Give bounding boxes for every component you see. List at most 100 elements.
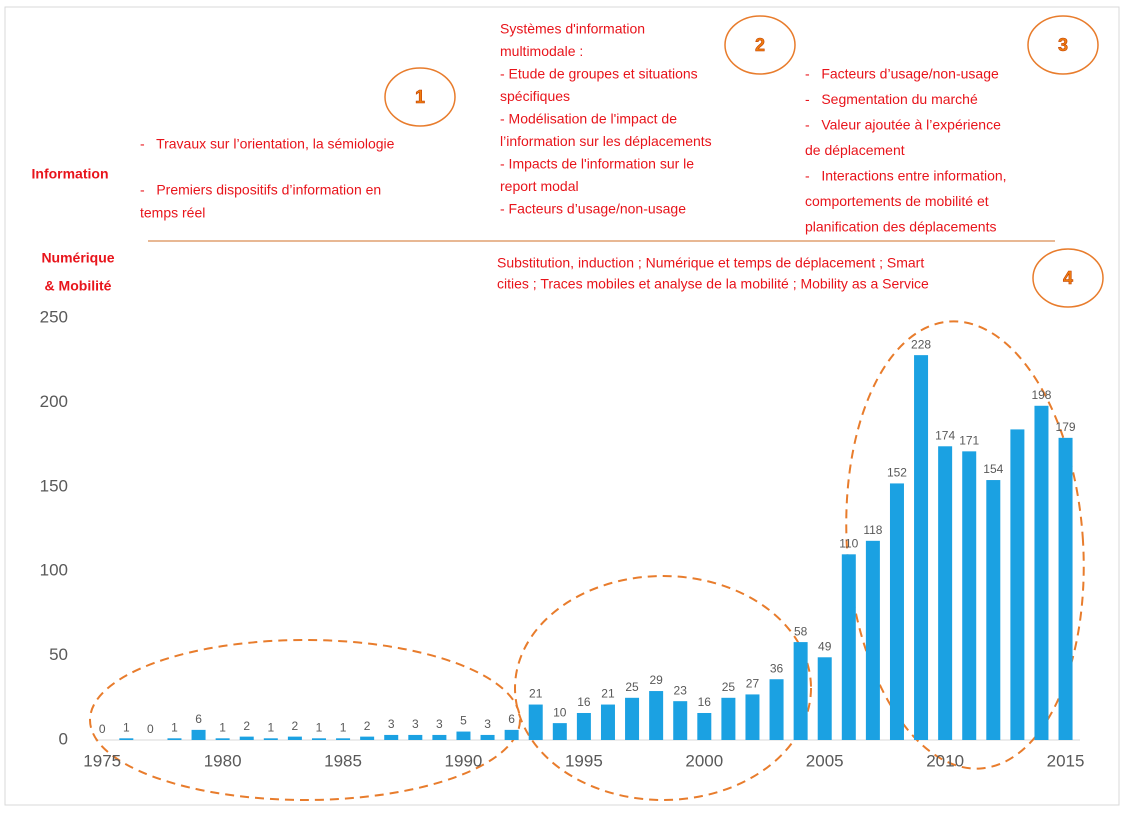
x-tick-label: 1995 bbox=[565, 751, 603, 770]
annotation-line: planification des déplacements bbox=[805, 219, 996, 235]
bar bbox=[456, 731, 471, 740]
bar bbox=[793, 642, 808, 740]
value-label: 3 bbox=[436, 717, 443, 731]
y-tick-label: 200 bbox=[40, 392, 68, 411]
bar bbox=[962, 451, 977, 740]
period-ellipse bbox=[514, 575, 812, 801]
annotation-line: - Travaux sur l’orientation, la sémiolog… bbox=[140, 136, 395, 152]
period-ellipse bbox=[89, 639, 521, 801]
annotation-line: temps réel bbox=[140, 205, 205, 221]
value-label: 6 bbox=[195, 712, 202, 726]
y-tick-label: 50 bbox=[49, 645, 68, 664]
value-label: 16 bbox=[577, 695, 591, 709]
value-label: 2 bbox=[364, 719, 371, 733]
frame bbox=[4, 6, 1120, 806]
value-label: 25 bbox=[625, 680, 639, 694]
bar bbox=[408, 734, 423, 740]
bar bbox=[841, 554, 856, 740]
value-label: 49 bbox=[818, 639, 832, 653]
value-label: 27 bbox=[746, 677, 760, 691]
bar bbox=[673, 701, 688, 740]
annotation-line: comportements de mobilité et bbox=[805, 193, 989, 209]
x-tick-label: 1980 bbox=[204, 751, 242, 770]
annotation-line: - Valeur ajoutée à l’expérience bbox=[805, 117, 1001, 133]
bar bbox=[287, 736, 302, 740]
annotation-line: Systèmes d'information bbox=[500, 21, 645, 37]
annotation-line: - Segmentation du marché bbox=[805, 91, 978, 107]
value-label: 152 bbox=[887, 466, 907, 480]
annotation-line: report modal bbox=[500, 178, 579, 194]
bar bbox=[865, 540, 880, 740]
annotation-line: l’information sur les déplacements bbox=[500, 133, 712, 149]
bar bbox=[311, 738, 326, 740]
bar bbox=[817, 657, 832, 740]
bar bbox=[769, 679, 784, 740]
bar bbox=[528, 704, 543, 740]
value-label: 171 bbox=[959, 434, 979, 448]
value-label: 6 bbox=[508, 712, 515, 726]
annotation-line: de déplacement bbox=[805, 142, 905, 158]
bar bbox=[914, 355, 929, 740]
bar bbox=[504, 729, 519, 740]
annotation-line: spécifiques bbox=[500, 88, 570, 104]
value-label: 2 bbox=[292, 719, 299, 733]
bar bbox=[1010, 429, 1025, 740]
value-label: 198 bbox=[1031, 388, 1051, 402]
value-label: 174 bbox=[935, 428, 955, 442]
bar bbox=[384, 734, 399, 740]
bar bbox=[360, 736, 375, 740]
annotation-line: - Facteurs d’usage/non-usage bbox=[500, 201, 686, 217]
annotation-line: multimodale : bbox=[500, 43, 583, 59]
x-tick-label: 2010 bbox=[926, 751, 964, 770]
bar bbox=[552, 723, 567, 740]
value-label: 29 bbox=[649, 673, 663, 687]
annotation-line: - Facteurs d’usage/non-usage bbox=[805, 66, 999, 82]
y-tick-label: 150 bbox=[40, 476, 68, 495]
bar bbox=[239, 736, 254, 740]
bar bbox=[215, 738, 230, 740]
value-label: 2 bbox=[243, 719, 250, 733]
row-label: Information bbox=[32, 166, 109, 182]
period-number: 4 bbox=[1063, 268, 1073, 288]
value-label: 1 bbox=[171, 720, 178, 734]
annotation-line: Substitution, induction ; Numérique et t… bbox=[497, 255, 924, 271]
value-label: 118 bbox=[863, 523, 882, 537]
period-badge bbox=[724, 15, 796, 75]
value-label: 58 bbox=[794, 624, 808, 638]
x-tick-label: 1990 bbox=[445, 751, 483, 770]
value-label: 179 bbox=[1056, 420, 1076, 434]
x-tick-label: 1985 bbox=[324, 751, 362, 770]
y-tick-label: 100 bbox=[40, 561, 68, 580]
value-label: 0 bbox=[147, 722, 154, 736]
bar bbox=[721, 697, 736, 740]
x-tick-label: 2000 bbox=[685, 751, 723, 770]
bar bbox=[1034, 405, 1049, 740]
x-tick-label: 2005 bbox=[806, 751, 844, 770]
value-label: 3 bbox=[412, 717, 419, 731]
bar bbox=[745, 694, 760, 740]
y-tick-label: 0 bbox=[59, 729, 68, 748]
value-label: 110 bbox=[839, 536, 858, 550]
y-tick-label: 250 bbox=[40, 307, 68, 326]
period-number: 2 bbox=[755, 35, 765, 55]
x-tick-label: 1975 bbox=[83, 751, 121, 770]
value-label: 16 bbox=[698, 695, 712, 709]
value-label: 1 bbox=[123, 720, 130, 734]
value-label: 1 bbox=[340, 720, 347, 734]
annotation-line: - Interactions entre information, bbox=[805, 168, 1007, 184]
bar bbox=[649, 691, 664, 740]
bar bbox=[697, 712, 712, 740]
bar bbox=[986, 480, 1001, 740]
period-badge bbox=[1032, 248, 1104, 308]
annotation-line: - Premiers dispositifs d’information en bbox=[140, 182, 381, 198]
value-label: 25 bbox=[722, 680, 736, 694]
value-label: 21 bbox=[529, 687, 543, 701]
period-badge bbox=[384, 67, 456, 127]
bar bbox=[625, 697, 640, 740]
bar bbox=[191, 729, 206, 740]
value-label: 3 bbox=[484, 717, 491, 731]
bar bbox=[600, 704, 615, 740]
bar bbox=[1058, 437, 1073, 740]
period-ellipse bbox=[845, 320, 1085, 770]
